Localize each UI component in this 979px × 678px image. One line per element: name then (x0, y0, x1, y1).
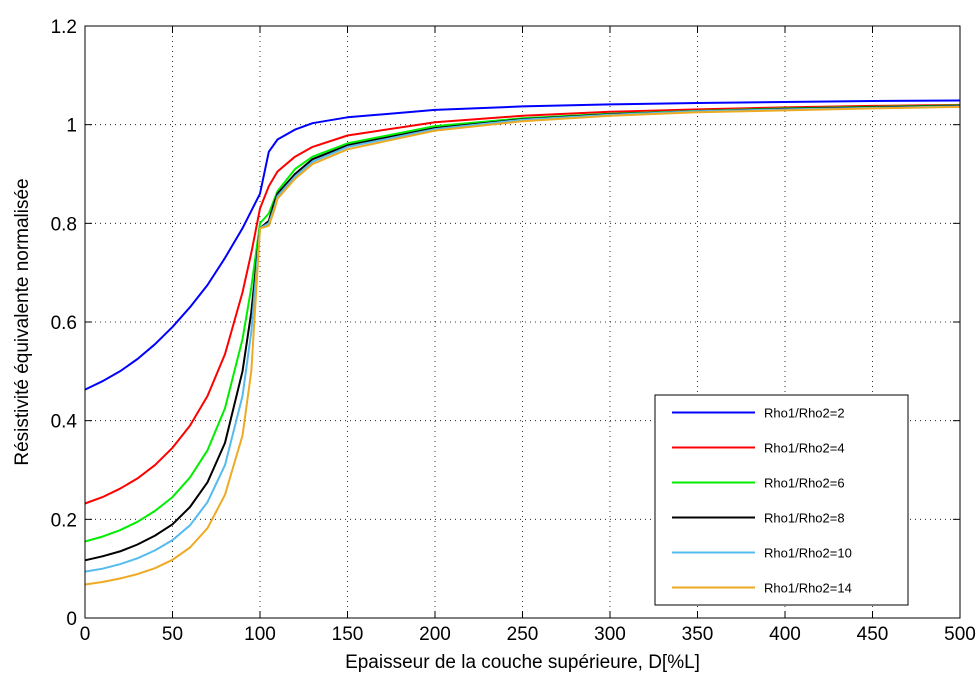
y-tick-label: 1 (66, 116, 77, 137)
y-tick-label: 0.4 (51, 412, 78, 433)
x-axis-label: Epaisseur de la couche supérieure, D[%L] (345, 652, 700, 673)
x-tick-label: 250 (507, 624, 539, 645)
y-tick-label: 0.8 (51, 214, 77, 235)
x-tick-label: 100 (244, 624, 276, 645)
legend-label: Rho1/Rho2=2 (764, 406, 845, 421)
series-line (84, 99, 961, 391)
x-tick-label: 350 (682, 624, 714, 645)
y-tick-label: 0.2 (51, 510, 77, 531)
legend-label: Rho1/Rho2=6 (764, 476, 845, 491)
y-tick-label: 1.2 (51, 17, 77, 38)
x-tick-label: 0 (80, 624, 91, 645)
x-tick-label: 300 (594, 624, 626, 645)
legend-label: Rho1/Rho2=14 (764, 581, 852, 596)
legend: Rho1/Rho2=2 Rho1/Rho2=4 Rho1/Rho2=6 Rho1/Rh… (654, 394, 909, 606)
x-tick-label: 450 (857, 624, 889, 645)
x-tick-label: 50 (162, 624, 183, 645)
series-lines (84, 99, 961, 586)
x-tick-label: 150 (332, 624, 364, 645)
x-tick-label: 200 (419, 624, 451, 645)
x-tick-label: 500 (944, 624, 976, 645)
series-line (84, 103, 961, 505)
legend-box (654, 394, 909, 606)
series-line (84, 105, 961, 586)
axis-ticks: 0 50 100 150 200 250 300 350 400 450 500 0 0.2 0.4 0.6… (51, 17, 976, 645)
y-axis-label: Résistivité équivalente normalisée (12, 178, 33, 465)
legend-label: Rho1/Rho2=4 (764, 441, 845, 456)
legend-label: Rho1/Rho2=10 (764, 546, 852, 561)
y-tick-label: 0 (66, 609, 77, 630)
y-tick-label: 0.6 (51, 313, 77, 334)
x-tick-label: 400 (769, 624, 801, 645)
legend-label: Rho1/Rho2=8 (764, 511, 845, 526)
